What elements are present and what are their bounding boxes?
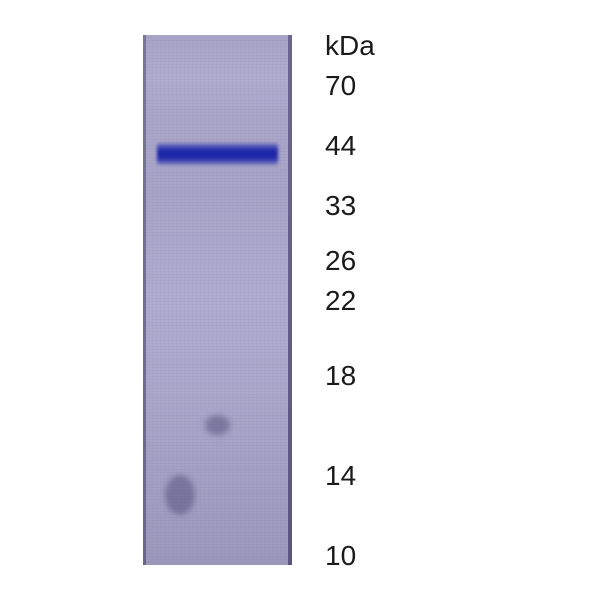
molecular-weight-markers: kDa 70 44 33 26 22 18 14 10 <box>320 30 440 570</box>
mw-label-10: 10 <box>325 540 356 572</box>
mw-label-33: 33 <box>325 190 356 222</box>
mw-label-70: 70 <box>325 70 356 102</box>
protein-band-main <box>157 143 279 165</box>
gel-artifact <box>205 415 230 435</box>
mw-label-22: 22 <box>325 285 356 317</box>
mw-label-18: 18 <box>325 360 356 392</box>
mw-label-26: 26 <box>325 245 356 277</box>
mw-label-14: 14 <box>325 460 356 492</box>
mw-label-44: 44 <box>325 130 356 162</box>
gel-lane <box>145 35 290 565</box>
gel-artifact <box>165 475 195 515</box>
gel-lane-container <box>145 35 290 565</box>
unit-label: kDa <box>325 30 375 62</box>
